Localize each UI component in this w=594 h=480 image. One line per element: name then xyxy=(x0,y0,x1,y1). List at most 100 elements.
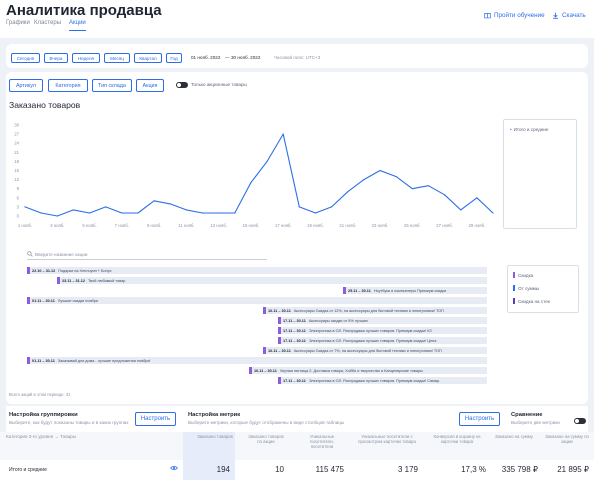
data-point[interactable] xyxy=(169,203,171,205)
tab-promos[interactable]: Акции xyxy=(69,20,86,26)
data-point[interactable] xyxy=(298,206,300,208)
promo-search-input[interactable] xyxy=(27,249,267,260)
column-header[interactable]: Заказано товаров xyxy=(197,434,233,439)
data-point[interactable] xyxy=(347,191,349,193)
data-point[interactable] xyxy=(492,212,494,214)
promo-count-label: Всего акций в этом периоде: 31 xyxy=(9,392,71,397)
data-point[interactable] xyxy=(201,212,204,214)
compare-title: Сравнение xyxy=(511,412,543,418)
period-year-button[interactable]: Год xyxy=(166,53,182,63)
data-point[interactable] xyxy=(282,133,284,135)
legend-item-total[interactable]: Итого и средние xyxy=(510,127,549,132)
group-column-header[interactable]: Категория 3-го уровня → Товары xyxy=(6,434,77,439)
period-today-button[interactable]: Сегодня xyxy=(11,53,40,63)
learn-button[interactable]: Пройти обучение xyxy=(484,12,545,19)
metrics-subtitle: Выберите метрики, которые будут отображе… xyxy=(188,420,345,425)
period-yesterday-button[interactable]: Вчера xyxy=(44,53,68,63)
promo-bar[interactable]: 17.11 – 30.11 Электроника в ОЛ. Распродаж… xyxy=(278,377,487,384)
settings-panel xyxy=(6,406,588,432)
x-tick-label: 11 нояб. xyxy=(178,223,194,228)
data-point[interactable] xyxy=(476,197,478,199)
column-header[interactable]: Заказано товаров по акции xyxy=(248,434,284,444)
data-point[interactable] xyxy=(395,175,397,178)
y-tick-label: 12 xyxy=(14,177,19,182)
data-point[interactable] xyxy=(24,206,26,208)
data-point[interactable] xyxy=(460,209,462,211)
promo-bar[interactable]: 22.10 – 31.12 Подарки на Хеллоуин + Бонус xyxy=(27,267,487,274)
promo-bar[interactable]: 17.11 – 30.11 Электроника в ОЛ. Распродаж… xyxy=(278,327,487,334)
download-button[interactable]: Скачать xyxy=(552,12,586,19)
promo-bar[interactable]: 01.11 – 30.11 Заказывай для дома - лучшие… xyxy=(27,357,487,364)
data-point[interactable] xyxy=(218,212,220,214)
y-tick-label: 3 xyxy=(17,204,20,209)
promo-bar[interactable]: 16.11 – 30.11 Аксессуары Скидка от 12%, н… xyxy=(263,307,487,314)
x-tick-label: 23 нояб. xyxy=(372,223,389,228)
y-tick-label: 30 xyxy=(14,123,19,128)
filter-promo-button[interactable]: Акция xyxy=(136,79,164,92)
promo-bar[interactable]: 01.11 – 30.11 Лучшие скидки ноября xyxy=(27,297,487,304)
cell-visitors-card: 3 179 xyxy=(397,465,418,474)
column-header[interactable]: Уникальные посетители с просмотром карто… xyxy=(358,434,416,444)
data-point[interactable] xyxy=(234,212,236,214)
compare-toggle[interactable] xyxy=(574,418,586,424)
series-line-total[interactable] xyxy=(24,133,494,217)
data-point[interactable] xyxy=(314,212,317,214)
data-point[interactable] xyxy=(56,215,58,217)
tab-clusters[interactable]: Кластеры xyxy=(34,20,61,26)
promo-bar[interactable]: 25.11 – 30.11 Ноутбуки и компьютеры Преми… xyxy=(343,287,487,294)
data-point[interactable] xyxy=(331,206,333,208)
x-tick-label: 15 нояб. xyxy=(243,223,260,228)
data-point[interactable] xyxy=(363,179,365,181)
y-axis: 0 3 6 9 12 15 18 21 24 27 30 xyxy=(14,123,19,219)
period-month-button[interactable]: Месяц xyxy=(104,53,130,63)
x-tick-label: 17 нояб. xyxy=(275,223,292,228)
data-point[interactable] xyxy=(443,194,446,196)
page-header xyxy=(0,0,594,38)
promo-bar[interactable]: 23.11 – 31.12 Твой любимый товар xyxy=(57,277,487,284)
filter-sku-button[interactable]: Артикул xyxy=(9,79,43,92)
data-point[interactable] xyxy=(185,209,187,211)
x-tick-label: 29 нояб. xyxy=(469,223,486,228)
period-quarter-button[interactable]: Квартал xyxy=(134,53,162,63)
eye-icon[interactable] xyxy=(170,465,178,471)
column-header[interactable]: Заказано на сумму xyxy=(495,434,533,439)
date-to-field[interactable]: 30 нояб. 2022 xyxy=(231,55,261,60)
promo-bar[interactable]: 16.11 – 30.11 Аксессуары Скидка от 7%, на… xyxy=(263,347,487,354)
data-point[interactable] xyxy=(137,212,139,214)
data-point[interactable] xyxy=(121,212,123,214)
metrics-configure-button[interactable]: Настроить xyxy=(459,412,500,426)
promo-bar[interactable]: 16.11 – 30.11 Черная пятница 2. Доставка … xyxy=(249,367,487,374)
x-tick-label: 5 нояб. xyxy=(82,223,96,228)
filter-category-button[interactable]: Категория xyxy=(48,79,88,92)
x-tick-label: 21 нояб. xyxy=(339,223,356,228)
x-tick-label: 9 нояб. xyxy=(147,223,161,228)
data-point[interactable] xyxy=(250,182,252,184)
data-point[interactable] xyxy=(411,188,413,190)
column-header[interactable]: Заказано на сумму по акции xyxy=(545,434,589,444)
period-week-button[interactable]: Неделя xyxy=(72,53,100,63)
promo-bar[interactable]: 17.11 – 30.11 Электроника в ОЛ. Распродаж… xyxy=(278,337,487,344)
column-header[interactable]: Уникальные посетители, посетители xyxy=(309,434,335,449)
data-point[interactable] xyxy=(40,212,42,214)
data-point[interactable] xyxy=(266,160,268,162)
timezone-label: Часовой пояс: UTC+3 xyxy=(274,55,321,60)
column-header[interactable]: Конверсия в корзину из карточки товара xyxy=(433,434,481,444)
data-point[interactable] xyxy=(379,169,381,172)
data-point[interactable] xyxy=(72,209,75,211)
promo-legend xyxy=(507,265,579,313)
y-tick-label: 6 xyxy=(17,195,20,200)
promo-bar[interactable]: 17.11 – 30.11 Аксессуары скидки от 5% луч… xyxy=(278,317,487,324)
promo-legend-discount: Скидка xyxy=(513,272,533,278)
data-point[interactable] xyxy=(427,185,430,187)
grouping-configure-button[interactable]: Настроить xyxy=(135,412,176,426)
date-from-field[interactable]: 01 нояб. 2022 xyxy=(191,55,221,60)
data-point[interactable] xyxy=(105,206,107,208)
data-point[interactable] xyxy=(88,212,91,214)
filter-warehouse-type-button[interactable]: Тип склада xyxy=(92,79,132,92)
tab-charts[interactable]: Графики xyxy=(6,20,30,26)
table-header xyxy=(0,432,594,460)
data-point[interactable] xyxy=(153,200,155,202)
grouping-subtitle: Выберите, как будут показаны товары и в … xyxy=(9,420,129,425)
promo-only-toggle[interactable] xyxy=(176,82,188,88)
orders-line-chart: 0 3 6 9 12 15 18 21 24 27 30 1 нояб. 3 нояб. 5 нояб.… xyxy=(14,123,494,228)
